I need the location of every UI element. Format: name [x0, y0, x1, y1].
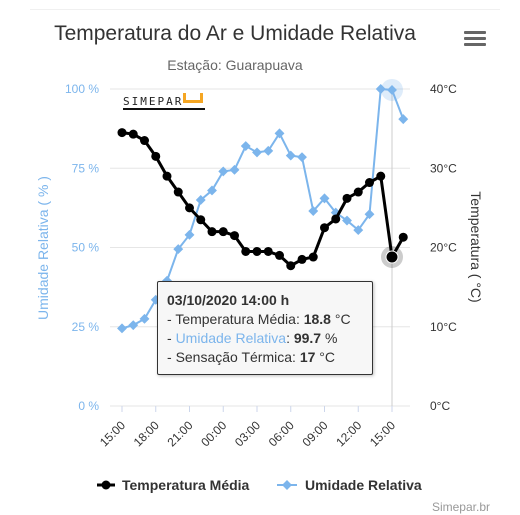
y-left-tick-label: 0 %: [78, 399, 99, 413]
temperature-point: [151, 151, 161, 161]
humidity-point: [364, 209, 375, 220]
temperature-point: [297, 254, 307, 264]
temperature-point: [398, 232, 408, 242]
simepar-logo: SIMEPAR: [123, 93, 205, 113]
temperature-point: [385, 250, 399, 264]
chart-title: Temperatura do Ar e Umidade Relativa: [54, 22, 416, 45]
humidity-point: [263, 145, 274, 156]
temperature-point: [275, 250, 284, 260]
temperature-point: [308, 252, 318, 262]
temperature-point: [353, 187, 363, 197]
temperature-point: [173, 187, 183, 197]
y-right-tick-label: 0°C: [430, 399, 450, 413]
tooltip-row-humidity: - Umidade Relativa: 99.7 %: [167, 330, 338, 346]
temperature-point: [128, 129, 138, 139]
tooltip: 03/10/2020 14:00 h - Temperatura Média: …: [157, 281, 373, 375]
top-divider: [30, 9, 500, 10]
humidity-point: [184, 229, 195, 240]
humidity-point: [398, 114, 409, 125]
temperature-point: [376, 171, 386, 181]
humidity-point: [353, 225, 364, 236]
temperature-point: [286, 261, 296, 271]
temperature-point: [207, 227, 217, 237]
temperature-point: [196, 215, 206, 225]
temperature-point: [320, 223, 329, 233]
x-tick-label: 15:00: [367, 418, 398, 449]
x-tick-label: 03:00: [232, 418, 263, 449]
temperature-point: [162, 171, 172, 181]
x-tick-label: 15:00: [97, 418, 128, 449]
humidity-point: [342, 215, 352, 226]
temperature-point: [117, 128, 127, 138]
temperature-point: [185, 203, 194, 213]
x-tick-label: 21:00: [164, 418, 195, 449]
y-right-tick-label: 30°C: [430, 161, 457, 175]
temperature-point: [365, 178, 374, 188]
chart-subtitle: Estação: Guarapuava: [167, 57, 303, 73]
x-tick-label: 12:00: [333, 418, 364, 449]
humidity-point: [297, 152, 307, 163]
temperature-point: [218, 227, 228, 237]
credits-link[interactable]: Simepar.br: [431, 500, 490, 514]
humidity-point: [195, 195, 206, 205]
x-tick-label: 00:00: [198, 418, 229, 449]
humidity-point: [285, 150, 296, 161]
temperature-point: [230, 231, 239, 241]
humidity-point: [308, 206, 319, 216]
legend-temperature-label: Temperatura Média: [122, 477, 250, 493]
y-right-tick-label: 10°C: [430, 320, 457, 334]
humidity-point: [319, 193, 330, 204]
humidity-point: [173, 244, 184, 255]
temperature-point: [140, 136, 149, 146]
x-tick-label: 09:00: [299, 418, 330, 449]
tooltip-row-temperature: - Temperatura Média: 18.8 °C: [167, 311, 351, 327]
tooltip-title: 03/10/2020 14:00 h: [167, 292, 290, 308]
tooltip-row-heat-index: - Sensação Térmica: 17 °C: [167, 349, 335, 365]
y-left-tick-label: 100 %: [65, 82, 99, 96]
humidity-point: [207, 185, 217, 196]
y-axis-right-title: Temperatura ( °C): [468, 191, 484, 302]
x-tick-label: 18:00: [131, 418, 162, 449]
legend-humidity-marker: [282, 480, 292, 490]
humidity-point: [240, 141, 251, 152]
legend-temperature-marker: [101, 480, 111, 490]
temperature-point: [342, 193, 352, 203]
temperature-point: [263, 246, 273, 256]
humidity-point: [252, 147, 262, 158]
humidity-point: [229, 164, 240, 175]
y-axis-left-title: Umidade Relativa ( % ): [35, 176, 51, 320]
y-left-tick-label: 50 %: [72, 241, 100, 255]
x-tick-label: 06:00: [266, 418, 297, 449]
temperature-point: [331, 214, 341, 224]
humidity-point: [218, 166, 229, 177]
humidity-point: [128, 320, 139, 331]
legend-humidity-label: Umidade Relativa: [305, 477, 422, 493]
humidity-point: [117, 323, 127, 334]
y-right-tick-label: 40°C: [430, 82, 457, 96]
temperature-point: [252, 246, 262, 256]
y-left-tick-label: 75 %: [72, 161, 100, 175]
y-left-tick-label: 25 %: [72, 320, 100, 334]
humidity-point: [274, 128, 285, 139]
y-right-tick-label: 20°C: [430, 241, 457, 255]
humidity-point: [139, 313, 150, 324]
menu-icon[interactable]: [462, 28, 488, 50]
temperature-point: [241, 246, 251, 256]
